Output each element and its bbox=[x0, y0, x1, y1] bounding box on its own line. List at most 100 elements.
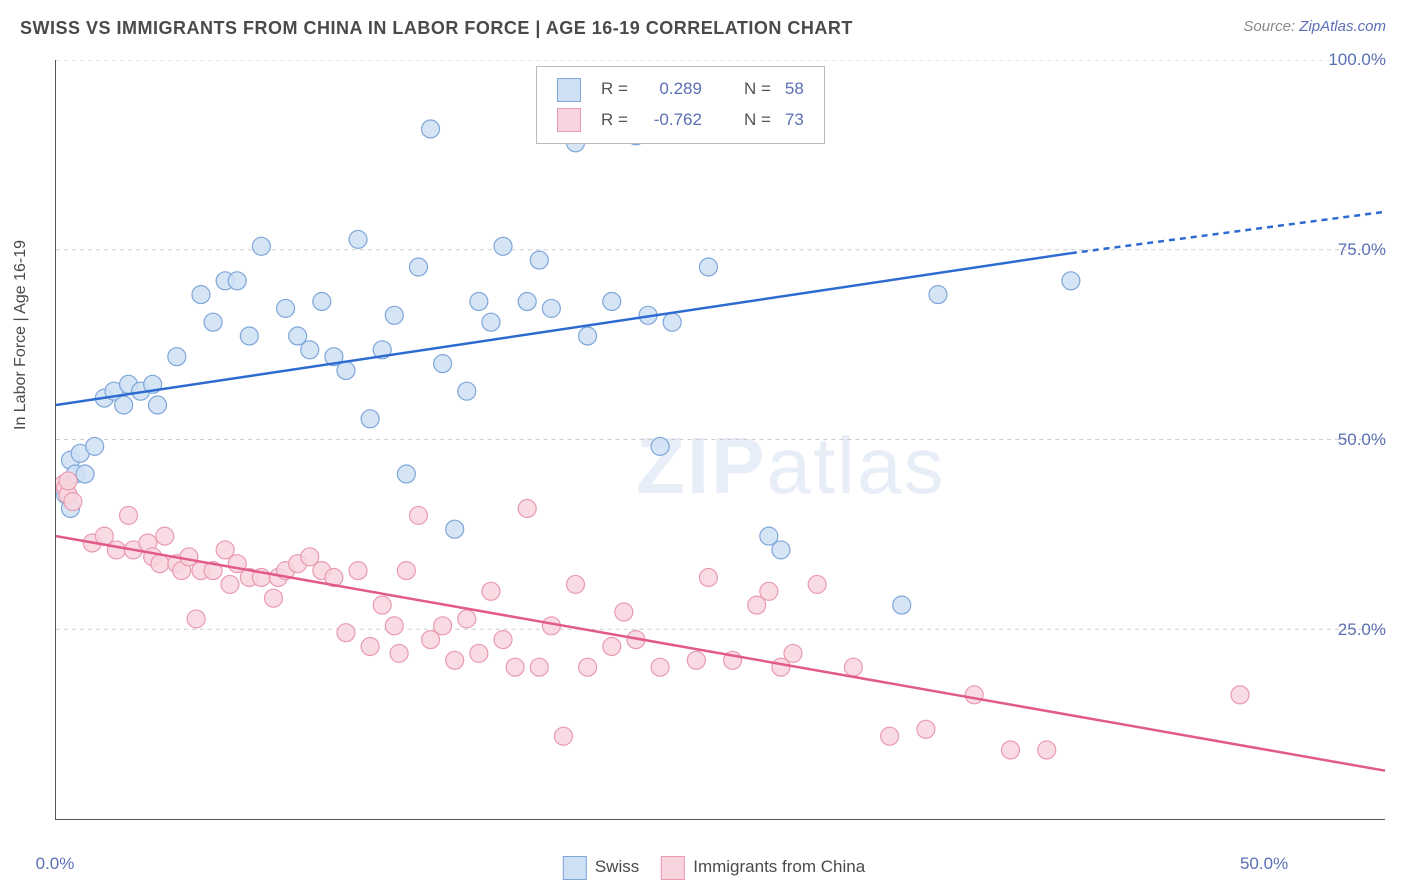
source-prefix: Source: bbox=[1243, 18, 1299, 35]
swiss-point bbox=[530, 251, 548, 269]
n-label: N = bbox=[738, 106, 777, 135]
china-point bbox=[156, 527, 174, 545]
china-point bbox=[1038, 741, 1056, 759]
china-point bbox=[494, 631, 512, 649]
swiss-point bbox=[651, 437, 669, 455]
swiss-point bbox=[542, 299, 560, 317]
swiss-point bbox=[458, 382, 476, 400]
swiss-point bbox=[349, 230, 367, 248]
swiss-point bbox=[76, 465, 94, 483]
chart-title: SWISS VS IMMIGRANTS FROM CHINA IN LABOR … bbox=[20, 18, 853, 38]
swiss-r-value: 0.289 bbox=[636, 75, 708, 104]
swiss-point bbox=[699, 258, 717, 276]
swiss-point bbox=[192, 286, 210, 304]
china-point bbox=[844, 658, 862, 676]
china-swatch bbox=[661, 856, 685, 880]
swiss-point bbox=[252, 237, 270, 255]
china-point bbox=[390, 644, 408, 662]
china-point bbox=[506, 658, 524, 676]
swiss-n-value: 58 bbox=[779, 75, 810, 104]
chart-header: SWISS VS IMMIGRANTS FROM CHINA IN LABOR … bbox=[20, 18, 1386, 48]
china-point bbox=[264, 589, 282, 607]
legend-row-swiss: R =0.289 N =58 bbox=[551, 75, 810, 104]
china-point bbox=[187, 610, 205, 628]
china-point bbox=[409, 506, 427, 524]
n-label: N = bbox=[738, 75, 777, 104]
swiss-point bbox=[337, 362, 355, 380]
swiss-point bbox=[663, 313, 681, 331]
swiss-point bbox=[470, 293, 488, 311]
china-point bbox=[784, 644, 802, 662]
china-point bbox=[361, 638, 379, 656]
swiss-point bbox=[313, 293, 331, 311]
swiss-point bbox=[1062, 272, 1080, 290]
swiss-point bbox=[893, 596, 911, 614]
x-tick-label: 50.0% bbox=[1240, 854, 1288, 874]
swiss-point bbox=[434, 355, 452, 373]
r-label: R = bbox=[595, 106, 634, 135]
china-point bbox=[808, 575, 826, 593]
china-n-value: 73 bbox=[779, 106, 810, 135]
swiss-point bbox=[204, 313, 222, 331]
china-point bbox=[530, 658, 548, 676]
china-point bbox=[579, 658, 597, 676]
source-credit: Source: ZipAtlas.com bbox=[1243, 18, 1386, 35]
china-point bbox=[518, 500, 536, 518]
china-point bbox=[151, 555, 169, 573]
china-point bbox=[699, 569, 717, 587]
china-point bbox=[881, 727, 899, 745]
china-point bbox=[337, 624, 355, 642]
series-legend: SwissImmigrants from China bbox=[541, 856, 865, 880]
china-point bbox=[965, 686, 983, 704]
y-tick-label: 25.0% bbox=[1338, 620, 1386, 640]
swiss-point bbox=[361, 410, 379, 428]
swiss-point bbox=[482, 313, 500, 331]
china-point bbox=[615, 603, 633, 621]
swiss-point bbox=[148, 396, 166, 414]
swiss-point bbox=[240, 327, 258, 345]
china-regression-line bbox=[56, 536, 1385, 771]
china-point bbox=[470, 644, 488, 662]
source-link[interactable]: ZipAtlas.com bbox=[1299, 18, 1386, 35]
china-point bbox=[119, 506, 137, 524]
china-point bbox=[434, 617, 452, 635]
china-point bbox=[373, 596, 391, 614]
swiss-point bbox=[929, 286, 947, 304]
correlation-legend: R =0.289 N =58R =-0.762N =73 bbox=[536, 66, 825, 144]
china-point bbox=[1001, 741, 1019, 759]
swiss-point bbox=[579, 327, 597, 345]
china-point bbox=[482, 582, 500, 600]
china-point bbox=[554, 727, 572, 745]
china-point bbox=[458, 610, 476, 628]
china-point bbox=[221, 575, 239, 593]
china-point bbox=[59, 472, 77, 490]
r-label: R = bbox=[595, 75, 634, 104]
china-point bbox=[107, 541, 125, 559]
china-point bbox=[349, 562, 367, 580]
china-point bbox=[603, 638, 621, 656]
swiss-point bbox=[168, 348, 186, 366]
y-tick-label: 75.0% bbox=[1338, 240, 1386, 260]
swiss-point bbox=[772, 541, 790, 559]
china-point bbox=[1231, 686, 1249, 704]
swiss-point bbox=[494, 237, 512, 255]
china-point bbox=[567, 575, 585, 593]
plot-area: ZIPatlas R =0.289N =58R =-0.762N =73 bbox=[55, 60, 1385, 820]
swiss-point bbox=[228, 272, 246, 290]
china-point bbox=[64, 493, 82, 511]
swiss-point bbox=[446, 520, 464, 538]
y-tick-label: 50.0% bbox=[1338, 430, 1386, 450]
china-point bbox=[917, 720, 935, 738]
swiss-swatch bbox=[557, 78, 581, 102]
china-point bbox=[687, 651, 705, 669]
swiss-point bbox=[86, 437, 104, 455]
swiss-legend-label: Swiss bbox=[595, 857, 639, 876]
swiss-point bbox=[385, 306, 403, 324]
china-point bbox=[651, 658, 669, 676]
plot-svg bbox=[56, 60, 1385, 819]
china-point bbox=[397, 562, 415, 580]
swiss-point bbox=[422, 120, 440, 138]
y-tick-label: 100.0% bbox=[1328, 50, 1386, 70]
swiss-point bbox=[115, 396, 133, 414]
legend-row-china: R =-0.762N =73 bbox=[551, 106, 810, 135]
